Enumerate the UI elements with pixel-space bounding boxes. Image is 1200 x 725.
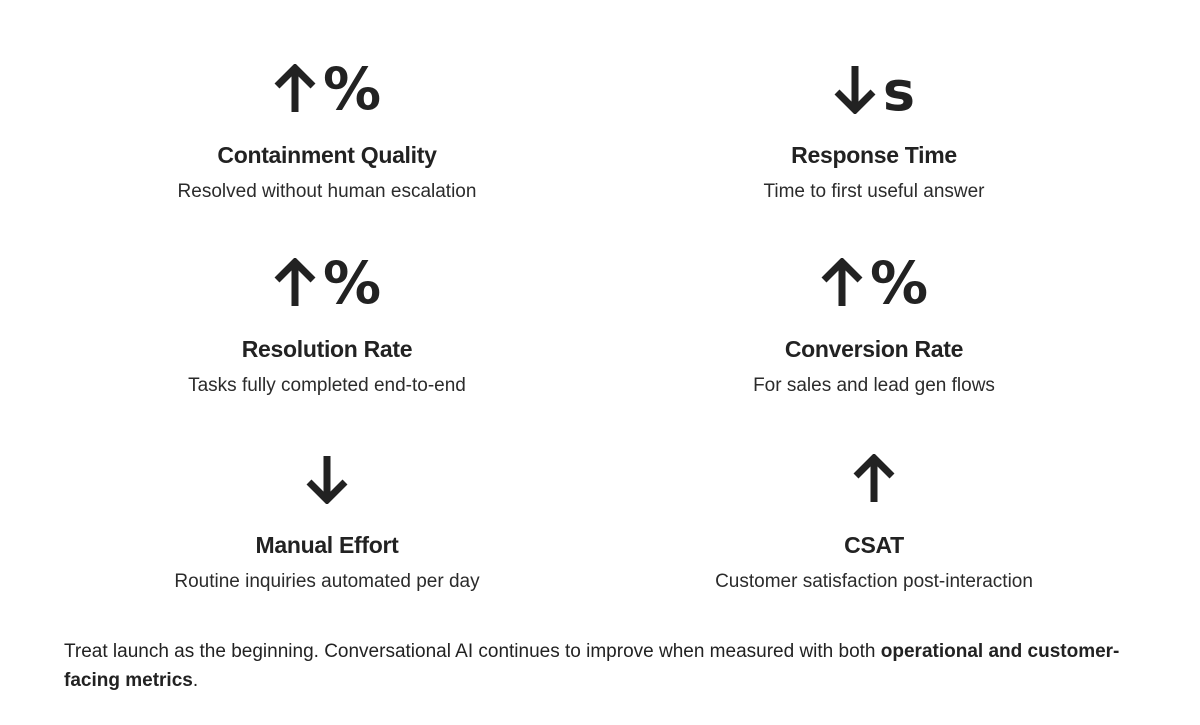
footnote-text: Treat launch as the beginning. Conversat… <box>64 641 881 662</box>
metric-conversion-rate: % Conversion Rate For sales and lead gen… <box>574 250 1174 397</box>
metric-title: Resolution Rate <box>241 336 413 362</box>
metric-description: Customer satisfaction post-interaction <box>715 571 1033 592</box>
metric-title: CSAT <box>844 532 904 558</box>
metric-icon-group: % <box>27 56 627 122</box>
metric-icon-group: % <box>574 250 1174 316</box>
footnote-emphasis: operational and customer-facing metrics <box>64 641 1120 691</box>
metric-description: Routine inquiries automated per day <box>174 571 480 592</box>
metric-description: For sales and lead gen flows <box>753 375 995 396</box>
arrow-up-icon <box>274 64 316 112</box>
metric-title: Conversion Rate <box>784 336 964 362</box>
percent-symbol: % <box>322 55 382 123</box>
metric-icon-group: s <box>574 56 1174 122</box>
footnote: Treat launch as the beginning. Conversat… <box>64 637 1149 695</box>
metric-resolution-rate: % Resolution Rate Tasks fully completed … <box>27 250 627 397</box>
metric-icon-group: % <box>27 250 627 316</box>
seconds-symbol: s <box>882 60 916 123</box>
arrow-down-icon <box>834 66 876 114</box>
metric-containment-quality: % Containment Quality Resolved without h… <box>27 56 627 203</box>
arrow-up-icon <box>853 454 895 502</box>
percent-symbol: % <box>322 249 382 317</box>
arrow-up-icon <box>274 258 316 306</box>
percent-symbol: % <box>869 249 929 317</box>
metric-icon-group <box>574 446 1174 512</box>
footnote-end: . <box>192 670 199 691</box>
metric-title: Containment Quality <box>217 142 437 168</box>
metric-response-time: s Response Time Time to first useful ans… <box>574 56 1174 203</box>
metric-title: Response Time <box>791 142 957 168</box>
metric-description: Tasks fully completed end-to-end <box>188 375 466 396</box>
arrow-up-icon <box>821 258 863 306</box>
metric-title: Manual Effort <box>255 532 399 558</box>
metric-manual-effort: Manual Effort Routine inquiries automate… <box>27 446 627 593</box>
metric-icon-group <box>27 446 627 512</box>
metric-description: Resolved without human escalation <box>177 181 477 202</box>
metric-description: Time to first useful answer <box>763 181 985 202</box>
arrow-down-icon <box>306 456 348 504</box>
metric-csat: CSAT Customer satisfaction post-interact… <box>574 446 1174 593</box>
metrics-grid: % Containment Quality Resolved without h… <box>27 56 1174 593</box>
